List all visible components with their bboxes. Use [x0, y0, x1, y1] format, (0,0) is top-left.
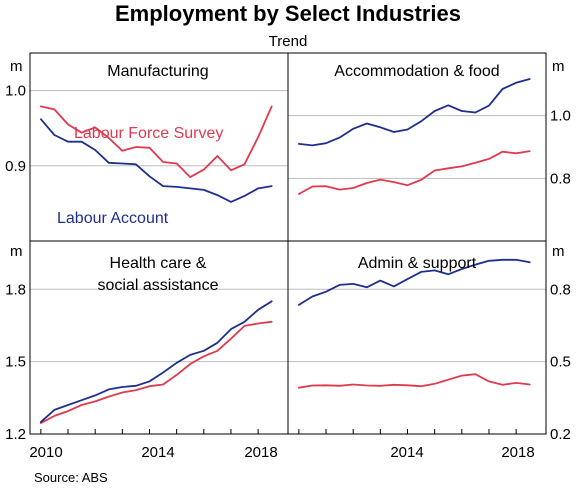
y-tick-label-admin: 0.2 [550, 426, 571, 443]
panel-title-admin: Admin & support [358, 255, 477, 272]
series-line-admin-labour-account [297, 258, 531, 306]
series-label-labour-account: Labour Account [57, 210, 169, 227]
x-tick-label: 2014 [141, 444, 174, 461]
panel-title-manufacturing: Manufacturing [107, 63, 208, 80]
series-line-accommodation-labour-force-survey [297, 150, 531, 195]
y-tick-label-manufacturing: 0.9 [5, 158, 26, 175]
x-tick-label: 2010 [29, 444, 62, 461]
right-unit-bottom: m [552, 243, 565, 260]
panel-title-health-line-1: Health care & [110, 255, 207, 272]
y-tick-label-health: 1.8 [5, 281, 26, 298]
right-unit-top: m [552, 58, 565, 75]
y-tick-label-health: 1.2 [5, 426, 26, 443]
y-tick-label-admin: 0.5 [550, 354, 571, 371]
series-line-admin-labour-force-survey [297, 373, 531, 389]
x-tick-label: 2014 [390, 444, 423, 461]
series-line-accommodation-labour-account [297, 78, 531, 147]
chart-title: Employment by Select Industries [115, 1, 461, 26]
y-tick-label-manufacturing: 1.0 [5, 83, 26, 100]
series-lines [40, 78, 531, 425]
y-tick-label-accommodation: 1.0 [550, 108, 571, 125]
y-tick-label-accommodation: 0.8 [550, 170, 571, 187]
gridlines [30, 90, 546, 363]
y-tick-label-admin: 0.8 [550, 281, 571, 298]
x-tick-marks [40, 429, 517, 434]
y-tick-label-health: 1.5 [5, 354, 26, 371]
left-unit-top: m [10, 58, 23, 75]
series-label-labour-force-survey: Labour Force Survey [74, 125, 223, 142]
series-line-manufacturing-labour-force-survey [40, 105, 273, 179]
x-tick-label: 2018 [244, 444, 277, 461]
panel-title-health-line-2: social assistance [98, 277, 219, 294]
x-tick-label: 2018 [501, 444, 534, 461]
y-tick-labels: 0.9 1.0 0.8 1.0 1.2 1.5 1.8 0.2 0.5 0.8 [5, 83, 571, 443]
panel-title-accommodation: Accommodation & food [334, 63, 499, 80]
source-note: Source: ABS [34, 470, 108, 485]
series-line-health-labour-account [40, 300, 273, 423]
series-line-manufacturing-labour-account [40, 118, 273, 203]
left-unit-bottom: m [10, 243, 23, 260]
chart-subtitle: Trend [269, 33, 308, 50]
series-line-health-labour-force-survey [40, 320, 273, 425]
